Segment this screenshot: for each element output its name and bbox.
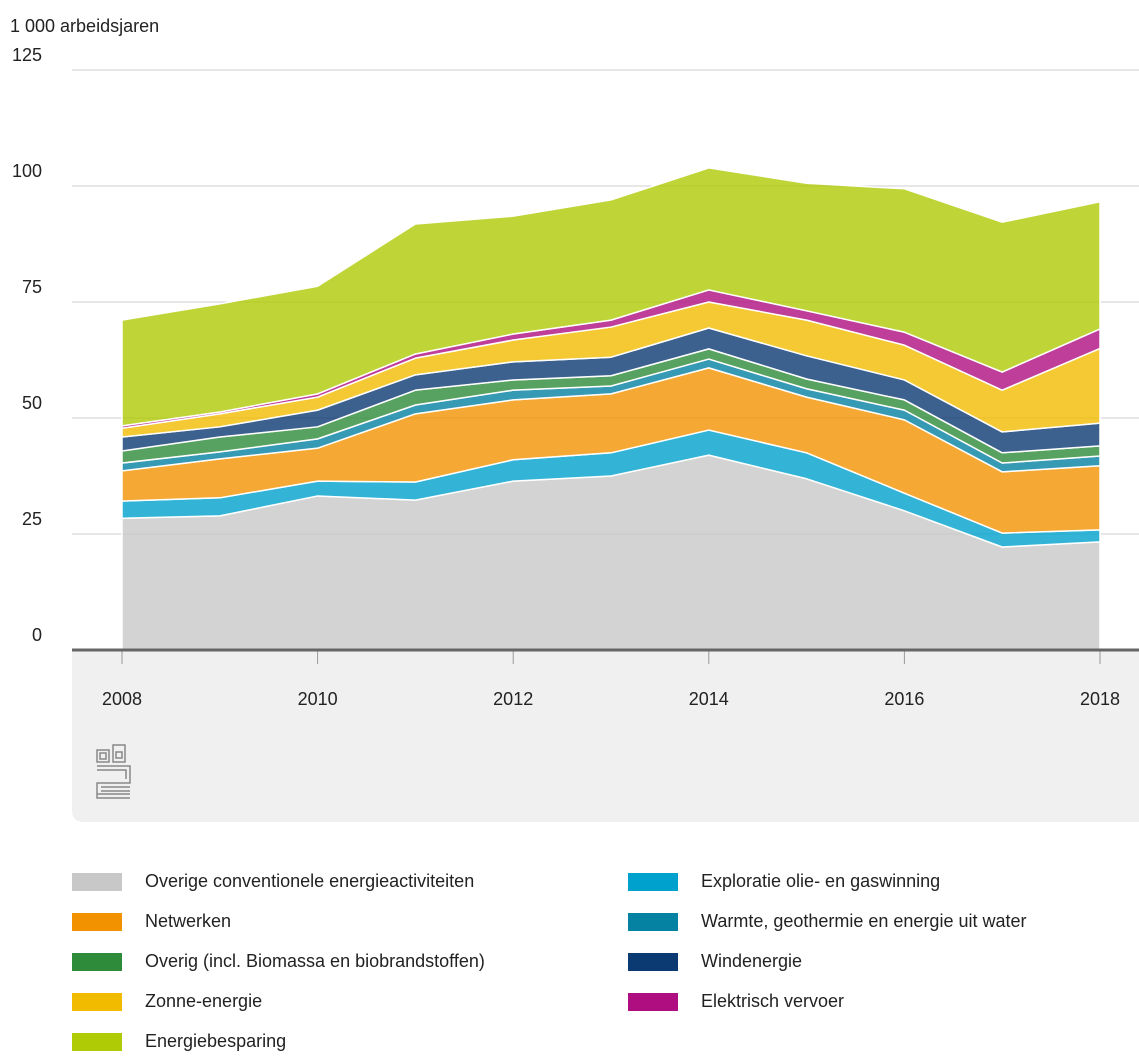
legend-label: Energiebesparing (145, 1031, 286, 1051)
legend-swatch (628, 993, 678, 1011)
legend-label: Windenergie (701, 951, 802, 971)
legend: Overige conventionele energieactiviteite… (72, 871, 1027, 1051)
y-tick-label: 50 (22, 393, 42, 413)
legend-swatch (72, 953, 122, 971)
legend-swatch (628, 873, 678, 891)
legend-label: Exploratie olie- en gaswinning (701, 871, 940, 891)
legend-label: Overig (incl. Biomassa en biobrandstoffe… (145, 951, 485, 971)
logo (96, 744, 131, 799)
legend-swatch (72, 913, 122, 931)
y-tick-label: 125 (12, 45, 42, 65)
x-tick-label: 2012 (493, 689, 533, 709)
x-tick-label: 2010 (298, 689, 338, 709)
x-axis-panel (72, 650, 1139, 822)
x-tick-label: 2018 (1080, 689, 1120, 709)
x-tick-label: 2016 (884, 689, 924, 709)
area (121, 167, 1101, 427)
legend-swatch (72, 873, 122, 891)
legend-label: Warmte, geothermie en energie uit water (701, 911, 1027, 931)
y-tick-label: 25 (22, 509, 42, 529)
x-tick-label: 2014 (689, 689, 729, 709)
legend-label: Elektrisch vervoer (701, 991, 844, 1011)
legend-label: Netwerken (145, 911, 231, 931)
legend-label: Zonne-energie (145, 991, 262, 1011)
legend-swatch (72, 993, 122, 1011)
legend-label: Overige conventionele energieactiviteite… (145, 871, 474, 891)
y-axis-label: 1 000 arbeidsjaren (10, 16, 159, 36)
y-tick-label: 0 (32, 625, 42, 645)
x-tick-label: 2008 (102, 689, 142, 709)
legend-swatch (628, 953, 678, 971)
legend-swatch (72, 1033, 122, 1051)
areas (121, 167, 1101, 651)
legend-swatch (628, 913, 678, 931)
y-tick-label: 75 (22, 277, 42, 297)
y-tick-label: 100 (12, 161, 42, 181)
axes: 0 25 50 75 100 125 2008 2010 2012 2014 2016 2018 (12, 45, 1139, 709)
